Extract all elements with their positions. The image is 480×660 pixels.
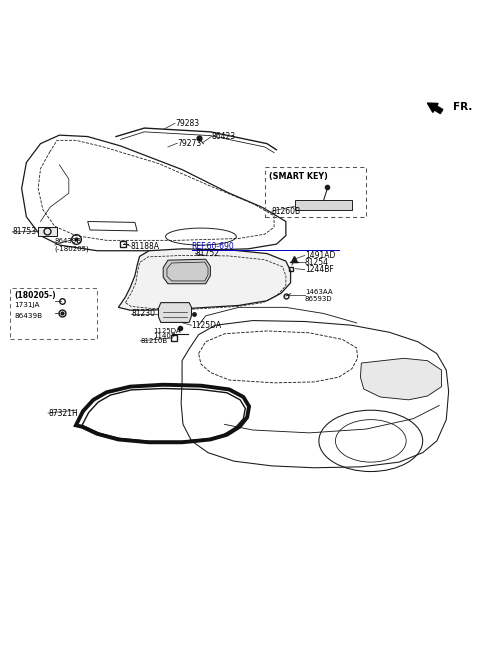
Text: 1125DA: 1125DA xyxy=(192,321,222,330)
Text: 87321H: 87321H xyxy=(48,409,78,418)
Text: 1731JA: 1731JA xyxy=(14,302,40,308)
Text: 79273: 79273 xyxy=(177,139,202,148)
Text: 86439B
(-180205): 86439B (-180205) xyxy=(55,238,89,252)
Text: 81254: 81254 xyxy=(305,257,329,267)
FancyArrow shape xyxy=(427,103,443,114)
Text: 81753: 81753 xyxy=(12,227,36,236)
Text: 81210B: 81210B xyxy=(141,338,168,344)
Polygon shape xyxy=(163,259,210,284)
Text: 1244BF: 1244BF xyxy=(305,265,334,274)
Text: (180205-): (180205-) xyxy=(14,291,56,300)
Text: (SMART KEY): (SMART KEY) xyxy=(269,172,328,181)
Polygon shape xyxy=(38,227,57,236)
Text: FR.: FR. xyxy=(453,102,473,112)
Text: REF.60-690: REF.60-690 xyxy=(192,242,234,251)
Polygon shape xyxy=(158,303,192,323)
Text: 86423: 86423 xyxy=(211,132,236,141)
Polygon shape xyxy=(119,249,290,310)
Polygon shape xyxy=(295,200,352,210)
Text: 1491AD: 1491AD xyxy=(305,251,335,260)
Text: 79283: 79283 xyxy=(175,119,199,128)
Text: 81188A: 81188A xyxy=(130,242,159,251)
Text: 1125DA: 1125DA xyxy=(153,328,180,334)
Text: 11407: 11407 xyxy=(153,333,175,339)
Text: 1463AA
86593D: 1463AA 86593D xyxy=(305,288,332,302)
Text: 86439B: 86439B xyxy=(14,314,43,319)
Text: 81230: 81230 xyxy=(131,310,155,319)
Text: 81260B: 81260B xyxy=(272,207,301,216)
Text: 81752: 81752 xyxy=(195,249,219,258)
Polygon shape xyxy=(360,358,442,400)
